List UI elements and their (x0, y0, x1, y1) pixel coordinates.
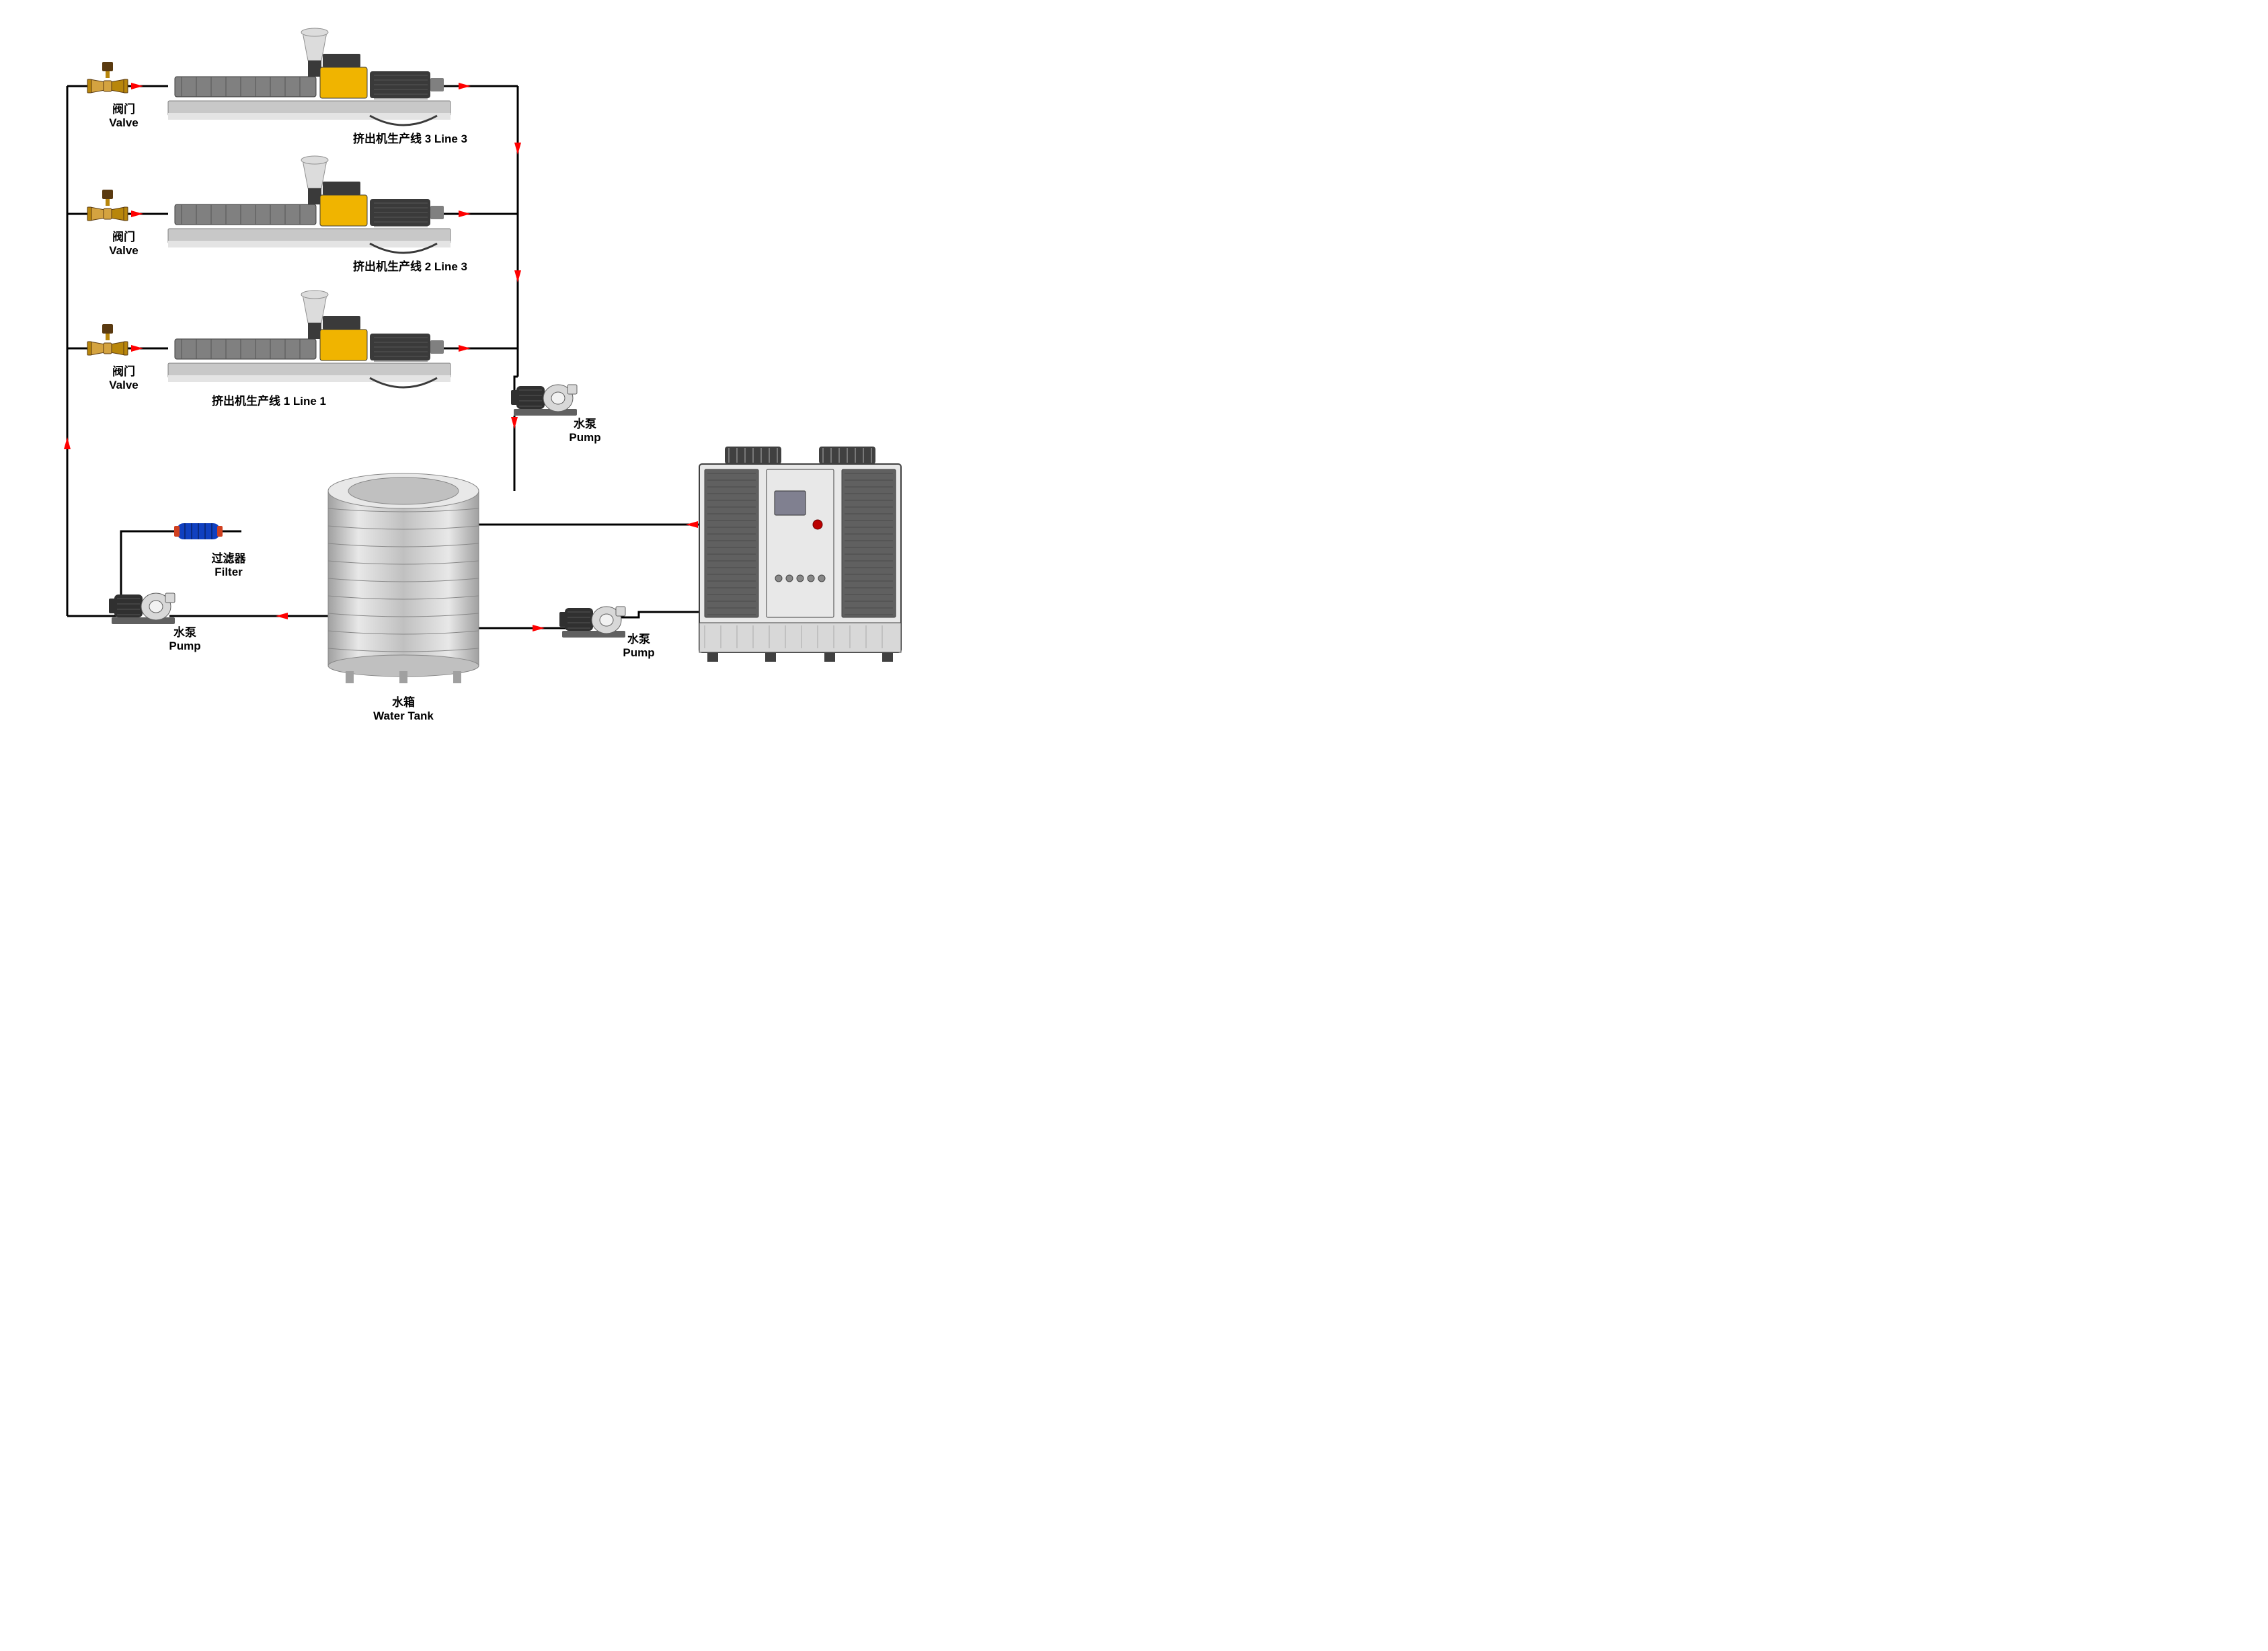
svg-text:挤出机生产线 3 Line 3: 挤出机生产线 3 Line 3 (353, 132, 467, 145)
extruder-line-1 (168, 291, 451, 387)
svg-text:Pump: Pump (623, 646, 654, 659)
valve-1-label: 阀门Valve (109, 364, 139, 391)
svg-text:Pump: Pump (569, 431, 600, 444)
water-tank (328, 473, 479, 683)
extruder-3-label: 挤出机生产线 3 Line 3 (353, 132, 467, 145)
svg-text:Valve: Valve (109, 116, 139, 129)
filter-label: 过滤器Filter (212, 551, 247, 578)
valve-3 (87, 62, 128, 93)
extruder-1-label: 挤出机生产线 1 Line 1 (212, 394, 326, 408)
svg-text:水箱: 水箱 (392, 695, 415, 709)
valve-2-label: 阀门Valve (109, 230, 139, 257)
svg-text:Valve: Valve (109, 244, 139, 257)
valve-1 (87, 324, 128, 355)
tank-label: 水箱Water Tank (373, 695, 434, 722)
pump-tr-label: 水泵Pump (569, 417, 600, 444)
pump-top-right (511, 385, 577, 416)
svg-text:Filter: Filter (214, 566, 243, 578)
svg-text:阀门: 阀门 (112, 364, 135, 378)
pump-bl-label: 水泵Pump (169, 625, 200, 652)
svg-text:挤出机生产线 1 Line 1: 挤出机生产线 1 Line 1 (212, 394, 326, 408)
svg-text:过滤器: 过滤器 (212, 551, 247, 565)
svg-text:挤出机生产线 2 Line 3: 挤出机生产线 2 Line 3 (353, 260, 467, 273)
pump-br-label: 水泵Pump (623, 632, 654, 659)
svg-text:Water Tank: Water Tank (373, 709, 434, 722)
svg-text:Valve: Valve (109, 379, 139, 391)
svg-text:水泵: 水泵 (574, 417, 596, 430)
svg-text:水泵: 水泵 (173, 625, 196, 639)
extruder-line-3 (168, 28, 451, 125)
svg-text:水泵: 水泵 (627, 632, 650, 646)
valve-2 (87, 190, 128, 221)
extruder-2-label: 挤出机生产线 2 Line 3 (353, 260, 467, 273)
valve-3-label: 阀门Valve (109, 102, 139, 129)
chiller-unit (699, 447, 901, 662)
svg-text:阀门: 阀门 (112, 230, 135, 243)
extruder-line-2 (168, 156, 451, 253)
process-diagram: 阀门Valve阀门Valve阀门Valve挤出机生产线 3 Line 3挤出机生… (0, 0, 1049, 767)
svg-text:Pump: Pump (169, 640, 200, 652)
filter (174, 523, 223, 539)
svg-text:阀门: 阀门 (112, 102, 135, 116)
pump-bottom-left (109, 593, 175, 624)
pump-bottom-right (559, 607, 625, 638)
